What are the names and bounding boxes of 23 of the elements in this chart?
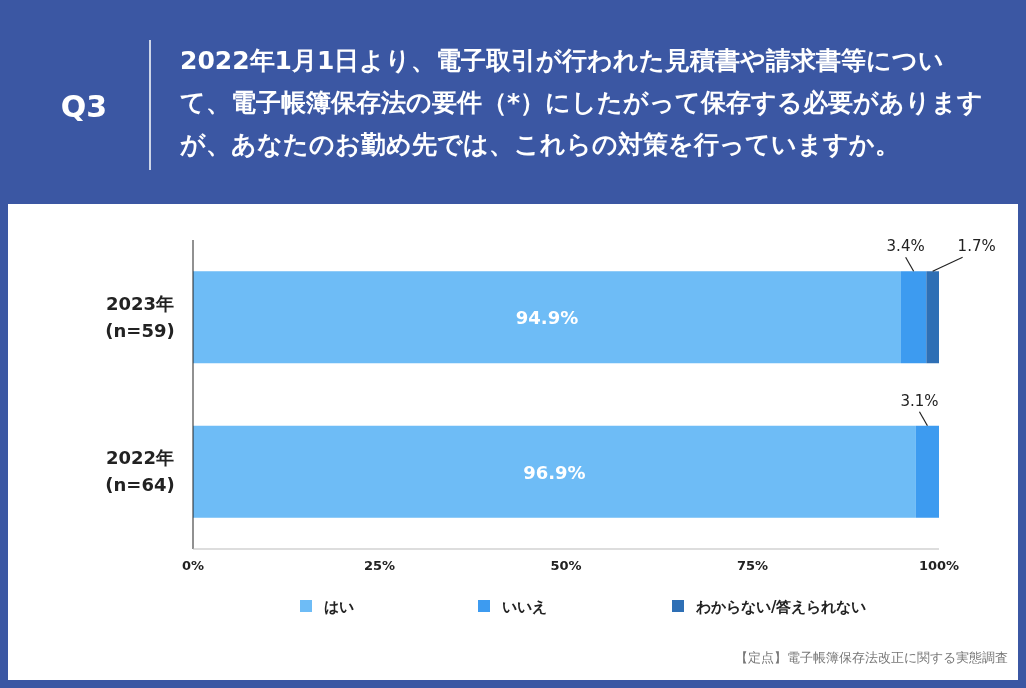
x-tick-label: 50% <box>550 558 582 573</box>
legend-label: いいえ <box>502 598 547 616</box>
chart-title: Q3 <box>60 89 108 124</box>
bar <box>926 271 939 364</box>
y-tick-label: 2023年 (n=59) <box>105 292 175 341</box>
bar <box>193 271 901 364</box>
x-tick-label: 25% <box>363 558 396 573</box>
legend-label: はい <box>324 598 354 616</box>
chart-subtitle: 2022年1月1日より、電子取引が行われた見積書や請求書等について、電子帳簿保存法の要件（*）にしたがって保存する必要がありますが、あなたのお勤め先では、これらの対策を行っていますか。 <box>180 45 985 161</box>
data-label: 96.9% <box>523 461 586 483</box>
x-tick-label: 0% <box>181 558 205 573</box>
x-tick-label: 100% <box>918 558 960 573</box>
data-label: 94.9% <box>515 307 579 329</box>
x-tick-label: 75% <box>736 558 769 573</box>
data-label: 3.1% <box>900 391 939 410</box>
data-label: 3.4% <box>886 237 925 256</box>
y-tick-label: 2022年 (n=64) <box>105 447 175 496</box>
data-label: 1.7% <box>957 237 996 256</box>
bar <box>915 425 939 518</box>
legend-label: わからない/答えられない <box>695 598 867 616</box>
text: 【定点】電子帳簿保存法改正に関する実態調査 <box>735 650 1008 665</box>
bar <box>193 425 916 518</box>
bar <box>900 271 927 364</box>
